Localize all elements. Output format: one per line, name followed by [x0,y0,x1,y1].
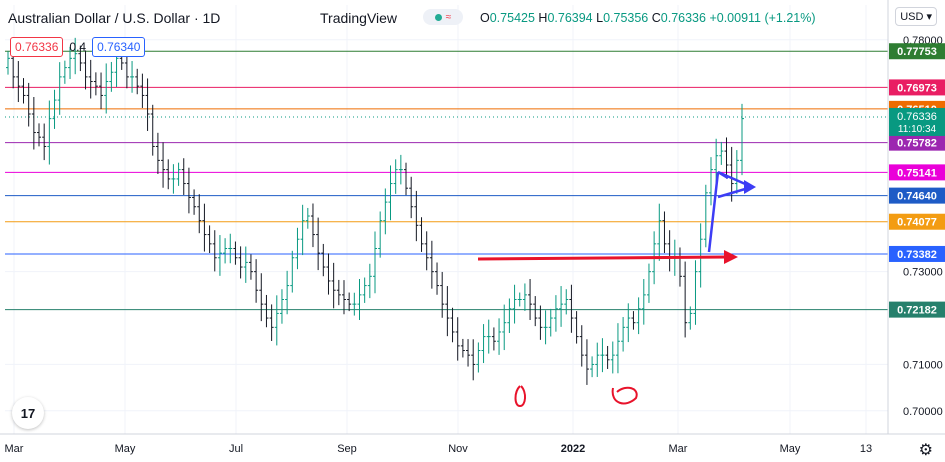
level-price-label: 0.77753 [897,46,937,58]
indicator-value-sell[interactable]: 0.76336 [10,37,64,57]
price-axis[interactable]: 0.700000.710000.730000.780000.777530.769… [887,0,945,434]
level-price-label: 0.75782 [897,138,937,150]
x-tick-label: 13 [860,443,872,455]
level-price-tag [889,187,945,204]
level-price-tag [889,301,945,318]
close-value: 0.76336 [660,11,706,25]
open-value: 0.75425 [489,11,535,25]
pennant-arrow-icon [744,180,756,194]
x-tick-label: May [115,443,136,455]
chart-grid [5,5,888,434]
candlestick-series [6,37,744,385]
currency-select[interactable]: USD ▾ [895,7,937,26]
indicator-param: 0.4 [69,40,87,54]
ohlc-readout: O0.75425 H0.76394 L0.75356 C0.76336 +0.0… [480,11,816,25]
low-value: 0.75356 [603,11,649,25]
level-price-label: 0.74077 [897,217,937,229]
level-price-tag [889,79,945,96]
level-price-tag [889,213,945,230]
level-price-label: 0.72182 [897,305,937,317]
x-tick-label: Jul [229,443,243,455]
x-tick-label: May [780,443,801,455]
brand-label: TradingView [320,10,398,26]
level-price-label: 0.76973 [897,82,937,94]
countdown-label: 11:10:34 [898,124,937,135]
bottom-circle-left [514,385,526,408]
level-price-tag [889,134,945,151]
x-tick-label: 2022 [561,443,585,455]
level-price-label: 0.75141 [897,167,937,179]
status-dot-icon [434,13,442,21]
level-price-tag [889,245,945,262]
support-resistance-levels [5,50,888,311]
drawing-annotations [477,170,756,408]
x-tick-label: Sep [337,443,357,455]
arrow-head-icon [724,250,738,264]
level-price-tag [889,43,945,60]
last-price-tag [889,107,945,136]
last-price-label: 0.76336 [897,111,937,123]
market-status-icon[interactable]: ≈ [423,9,463,25]
symbol-title[interactable]: Australian Dollar / U.S. Dollar · 1D [8,10,221,26]
level-price-label: 0.73382 [897,249,937,261]
y-tick-label: 0.73000 [903,267,943,279]
gear-icon[interactable]: ⚙ [918,442,933,459]
wave-icon: ≈ [445,11,452,23]
x-tick-label: Nov [448,443,468,455]
indicator-value-buy[interactable]: 0.76340 [92,37,146,57]
chevron-down-icon: ▾ [923,11,932,23]
high-value: 0.76394 [547,11,593,25]
x-tick-label: Mar [669,443,688,455]
symbol-header: Australian Dollar / U.S. Dollar · 1D [8,8,220,28]
y-tick-label: 0.70000 [903,406,943,418]
indicator-legend[interactable]: 0.76336 0.4 0.76340 [10,37,146,57]
level-price-tag [889,164,945,181]
change-value: +0.00911 (+1.21%) [709,11,816,25]
time-axis[interactable]: Mar May Jul Sep Nov 2022 Mar May 13 [0,433,945,455]
level-price-label: 0.74640 [897,191,937,203]
y-tick-label: 0.71000 [903,359,943,371]
tradingview-logo-icon[interactable]: 17 [12,397,44,429]
bottom-circle-right [611,386,638,405]
neckline-arrow [477,255,728,261]
x-tick-label: Mar [5,443,24,455]
